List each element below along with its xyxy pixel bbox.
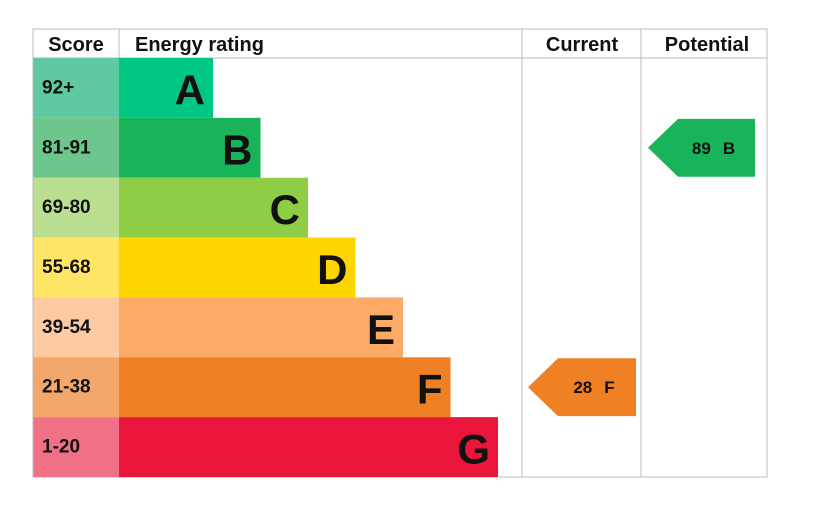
score-cell (33, 237, 119, 298)
current-letter: F (604, 378, 614, 397)
current-value: 28 (573, 378, 592, 397)
potential-arrow (648, 118, 755, 177)
rating-bar (119, 177, 308, 238)
rating-letter: B (222, 126, 252, 173)
score-cell (33, 117, 119, 178)
header-current: Current (546, 34, 619, 56)
rating-bar (119, 297, 403, 358)
potential-label: 89 B (692, 138, 735, 157)
potential-letter: B (723, 138, 735, 157)
score-label: 69-80 (42, 197, 91, 218)
current-label: 28 F (573, 378, 614, 397)
score-label: 92+ (42, 77, 74, 98)
score-label: 55-68 (42, 257, 91, 278)
potential-value: 89 (692, 138, 711, 157)
header-potential: Potential (665, 34, 749, 56)
score-cell (33, 297, 119, 358)
current-arrow (528, 358, 636, 417)
rating-bar (119, 58, 213, 118)
score-cell (33, 357, 119, 418)
score-label: 1-20 (42, 437, 80, 458)
header-rating: Energy rating (135, 34, 264, 56)
rating-bar (119, 357, 451, 418)
rating-letter: G (457, 426, 490, 473)
rating-bar (119, 417, 498, 477)
rating-bar (119, 237, 356, 298)
score-label: 81-91 (42, 137, 91, 158)
score-cell (33, 417, 119, 477)
score-label: 39-54 (42, 317, 91, 338)
rating-letter: F (417, 366, 443, 413)
score-cell (33, 177, 119, 238)
rating-letter: D (317, 246, 347, 293)
rating-bar (119, 117, 261, 178)
rating-letter: E (367, 306, 395, 353)
rating-letter: A (175, 66, 205, 113)
header-score: Score (48, 34, 104, 56)
rating-letter: C (270, 186, 300, 233)
score-cell (33, 58, 119, 118)
score-label: 21-38 (42, 377, 91, 398)
